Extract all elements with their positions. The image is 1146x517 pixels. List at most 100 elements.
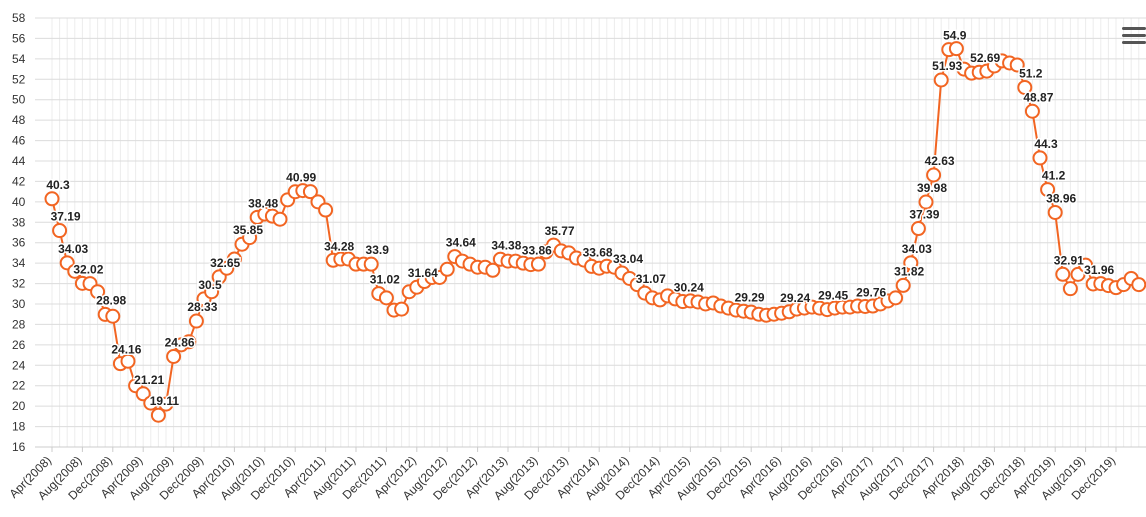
point <box>439 261 455 277</box>
data-label: 30.24 <box>674 281 704 295</box>
y-tick-label: 16 <box>12 440 26 454</box>
point <box>52 223 68 239</box>
point <box>888 290 904 306</box>
point <box>1040 182 1056 198</box>
data-label: 30.5 <box>198 278 222 292</box>
point <box>188 313 204 329</box>
y-tick-label: 40 <box>12 195 26 209</box>
data-label: 54.9 <box>943 29 967 43</box>
point <box>948 41 964 57</box>
point <box>181 334 197 350</box>
point <box>226 251 242 267</box>
data-label: 33.68 <box>583 245 613 259</box>
data-label: 31.07 <box>636 272 666 286</box>
point <box>1078 257 1094 273</box>
data-label: 32.02 <box>73 262 103 276</box>
point <box>1047 204 1063 220</box>
point <box>1009 57 1025 73</box>
point <box>90 284 106 300</box>
data-label: 34.38 <box>491 238 521 252</box>
data-label: 29.76 <box>856 285 886 299</box>
data-label: 34.28 <box>324 239 354 253</box>
point <box>143 395 159 411</box>
data-label: 44.3 <box>1034 137 1058 151</box>
data-label: 31.96 <box>1084 263 1114 277</box>
point <box>44 191 60 207</box>
data-label: 37.39 <box>909 208 939 222</box>
point <box>363 256 379 272</box>
menu-bar <box>1122 34 1146 37</box>
data-label: 24.16 <box>111 343 141 357</box>
y-tick-label: 22 <box>12 379 26 393</box>
data-label: 51.2 <box>1019 66 1043 80</box>
point <box>1017 79 1033 95</box>
point <box>242 230 258 246</box>
data-label: 38.96 <box>1046 191 1076 205</box>
data-label: 31.02 <box>370 273 400 287</box>
data-label: 35.77 <box>545 224 575 238</box>
data-label: 34.64 <box>446 236 476 250</box>
data-label: 48.87 <box>1023 90 1053 104</box>
point <box>926 167 942 183</box>
y-tick-label: 34 <box>12 256 26 270</box>
data-label: 19.11 <box>150 394 180 408</box>
data-label: 34.03 <box>902 242 932 256</box>
data-label: 33.86 <box>522 244 552 258</box>
point <box>378 290 394 306</box>
data-label: 28.98 <box>96 293 126 307</box>
data-label: 28.33 <box>187 300 217 314</box>
data-label: 33.9 <box>366 243 390 257</box>
y-tick-label: 52 <box>12 72 26 86</box>
point <box>272 211 288 227</box>
data-label: 39.98 <box>917 181 947 195</box>
point <box>67 263 83 279</box>
data-label: 52.69 <box>970 51 1000 65</box>
point <box>150 407 166 423</box>
y-tick-label: 58 <box>12 11 26 25</box>
data-label: 40.3 <box>46 178 70 192</box>
point <box>918 194 934 210</box>
point <box>318 202 334 218</box>
menu-bar <box>1122 41 1146 44</box>
point <box>910 221 926 237</box>
point <box>903 255 919 271</box>
data-label: 34.03 <box>58 242 88 256</box>
y-tick-label: 32 <box>12 277 26 291</box>
menu-bar <box>1122 27 1146 30</box>
point <box>158 396 174 412</box>
y-tick-label: 54 <box>12 52 26 66</box>
y-tick-label: 56 <box>12 31 26 45</box>
y-tick-label: 30 <box>12 297 26 311</box>
line <box>51 47 1140 418</box>
point <box>204 284 220 300</box>
data-label: 41.2 <box>1042 169 1066 183</box>
point <box>302 184 318 200</box>
point <box>166 349 182 365</box>
data-label: 35.85 <box>233 223 263 237</box>
data-label: 37.19 <box>51 210 81 224</box>
data-label: 40.99 <box>286 171 316 185</box>
data-label: 51.93 <box>932 59 962 73</box>
point <box>485 262 501 278</box>
data-label: 24.86 <box>165 336 195 350</box>
menu-icon[interactable] <box>1122 27 1146 44</box>
y-tick-label: 24 <box>12 358 26 372</box>
y-tick-label: 48 <box>12 113 26 127</box>
data-label: 38.48 <box>248 196 278 210</box>
point <box>1024 103 1040 119</box>
y-tick-label: 18 <box>12 420 26 434</box>
y-tick-label: 26 <box>12 338 26 352</box>
y-tick-label: 20 <box>12 399 26 413</box>
point <box>1032 150 1048 166</box>
point <box>530 256 546 272</box>
y-tick-label: 38 <box>12 215 26 229</box>
data-label: 29.45 <box>818 289 848 303</box>
point <box>933 72 949 88</box>
y-tick-label: 36 <box>12 236 26 250</box>
data-label: 32.65 <box>210 256 240 270</box>
y-tick-label: 44 <box>12 154 26 168</box>
point <box>394 301 410 317</box>
point <box>105 308 121 324</box>
y-tick-label: 46 <box>12 134 26 148</box>
